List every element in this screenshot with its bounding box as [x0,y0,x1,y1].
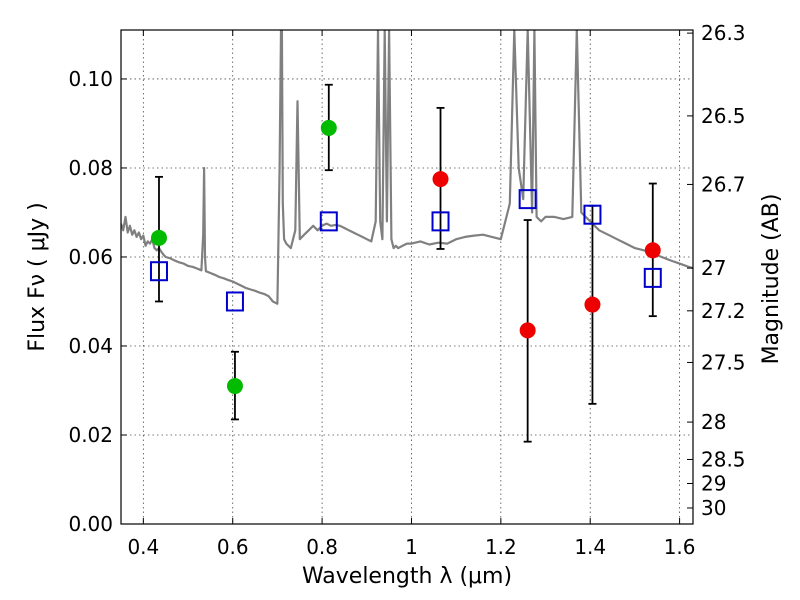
y-tick-label: 0.00 [68,512,113,536]
y-axis-title: Flux Fν ( μJy ) [25,202,50,351]
data-point [150,229,167,246]
spectrum-line [121,30,693,305]
markers-layer [149,119,662,395]
x-tick-label: 0.6 [217,535,249,559]
data-point [519,322,536,339]
x-tick-label: 1.4 [574,535,606,559]
y-tick-label: 0.08 [68,156,113,180]
y2-tick-label: 29 [701,472,726,496]
data-point [584,296,601,313]
plot-frame [120,29,694,525]
y2-tick-label: 27.5 [701,350,746,374]
data-point [432,171,449,188]
data-point [320,119,337,136]
model-point [319,211,338,232]
y-tick-label: 0.04 [68,334,113,358]
x-tick-label: 0.8 [306,535,338,559]
x-axis-title: Wavelength λ (μm) [302,564,512,589]
model-point [149,261,168,282]
x-tick-label: 0.4 [127,535,159,559]
y2-tick-label: 26.3 [701,21,746,45]
y2-tick-label: 28.5 [701,447,746,471]
model-point [583,204,602,225]
model-point [643,267,662,288]
data-point [644,242,661,259]
model-point [225,291,244,312]
y2-tick-label: 28 [701,410,726,434]
y-tick-label: 0.10 [68,67,113,91]
model-point [518,189,537,210]
spectrum-layer [121,30,693,305]
grid-lines [121,30,693,525]
x-tick-label: 1 [405,535,418,559]
y-tick-label: 0.02 [68,423,113,447]
y2-tick-label: 27 [701,256,726,280]
y2-axis-title: Magnitude (AB) [759,194,784,365]
y-tick-label: 0.06 [68,245,113,269]
y2-tick-label: 26.5 [701,104,746,128]
y-axis-ticks: 0.00 0.02 0.04 0.06 0.08 0.10 [68,67,127,536]
x-tick-label: 1.6 [664,535,696,559]
x-tick-label: 1.2 [485,535,517,559]
x-axis-ticks: 0.4 0.6 0.8 1 1.2 1.4 1.6 [127,30,696,559]
y2-tick-label: 26.7 [701,172,746,196]
y2-tick-label: 30 [701,496,726,520]
data-point [226,378,243,395]
model-point [431,211,450,232]
y2-tick-label: 27.2 [701,299,746,323]
